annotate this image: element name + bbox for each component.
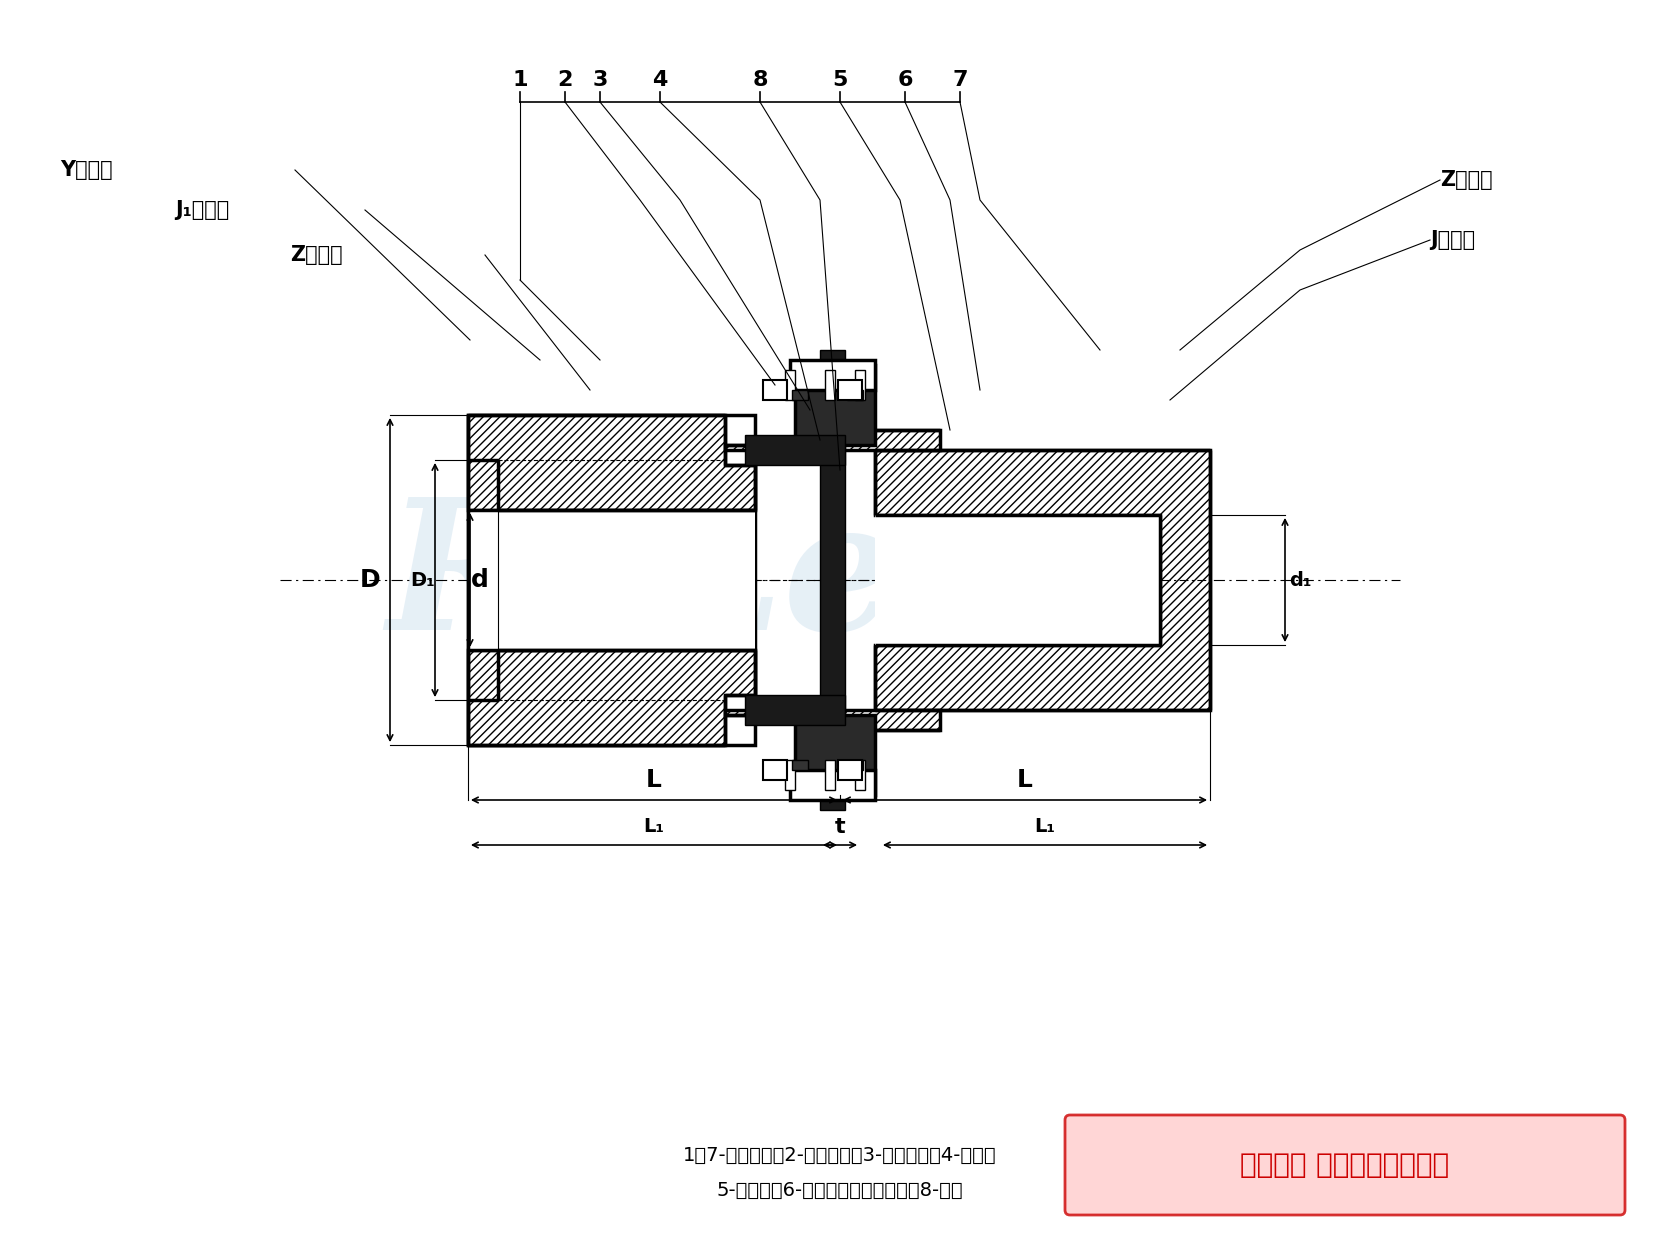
Text: RoLee: RoLee (386, 491, 1013, 668)
Text: L₁: L₁ (643, 818, 665, 837)
Polygon shape (726, 445, 825, 450)
Text: d: d (470, 568, 489, 592)
Bar (790, 770, 875, 800)
Text: L₁: L₁ (1035, 818, 1055, 837)
Bar (469, 510, 754, 650)
Text: Y型轴孔: Y型轴孔 (60, 160, 113, 180)
Text: 8: 8 (753, 71, 768, 89)
Text: 6: 6 (897, 71, 912, 89)
Polygon shape (469, 415, 754, 510)
Bar (820, 350, 845, 810)
Bar (795, 365, 875, 445)
Bar (744, 696, 845, 724)
Text: L: L (1016, 769, 1033, 793)
Bar (855, 370, 865, 399)
Text: 版权所有 侵权必被严厉追究: 版权所有 侵权必被严厉追究 (1240, 1150, 1450, 1179)
Bar (785, 370, 795, 399)
Text: 4: 4 (652, 71, 667, 89)
Text: J型轴孔: J型轴孔 (1430, 231, 1475, 249)
Bar (744, 435, 845, 465)
Text: 1: 1 (512, 71, 528, 89)
Polygon shape (825, 430, 941, 450)
Text: D₁: D₁ (410, 571, 435, 590)
Text: t: t (835, 816, 845, 837)
FancyBboxPatch shape (763, 381, 786, 399)
FancyBboxPatch shape (838, 381, 862, 399)
Bar (875, 515, 1159, 645)
Polygon shape (825, 709, 941, 730)
Bar (791, 760, 808, 770)
Text: 2: 2 (558, 71, 573, 89)
Text: 1、7-半联轴器；2-扣紧螺母；3-六角螺母；4-隔圈；: 1、7-半联轴器；2-扣紧螺母；3-六角螺母；4-隔圈； (684, 1145, 996, 1164)
Bar (791, 391, 808, 399)
FancyBboxPatch shape (763, 760, 786, 780)
Bar (825, 760, 835, 790)
Bar (825, 370, 835, 399)
Text: D: D (360, 568, 380, 592)
Text: 3: 3 (593, 71, 608, 89)
Bar (790, 360, 875, 391)
Text: L: L (647, 769, 662, 793)
Polygon shape (469, 650, 754, 745)
Bar (847, 760, 864, 770)
Text: J₁型轴孔: J₁型轴孔 (175, 200, 228, 220)
Text: Z型轴孔: Z型轴孔 (1440, 170, 1492, 190)
Text: 5: 5 (832, 71, 848, 89)
Text: 7: 7 (953, 71, 968, 89)
Text: ®: ® (701, 563, 734, 597)
Text: d₁: d₁ (1289, 571, 1312, 590)
Text: 5-支撑座；6-六角头铰制孔用螺栓；8-膜片: 5-支撑座；6-六角头铰制孔用螺栓；8-膜片 (717, 1181, 963, 1200)
Bar (795, 714, 875, 795)
Polygon shape (726, 709, 825, 714)
Bar (855, 760, 865, 790)
Bar (847, 391, 864, 399)
Polygon shape (875, 450, 1210, 709)
FancyBboxPatch shape (838, 760, 862, 780)
Bar (785, 760, 795, 790)
Text: Z型轴孔: Z型轴孔 (291, 244, 343, 265)
FancyBboxPatch shape (469, 415, 754, 745)
FancyBboxPatch shape (1065, 1115, 1625, 1215)
